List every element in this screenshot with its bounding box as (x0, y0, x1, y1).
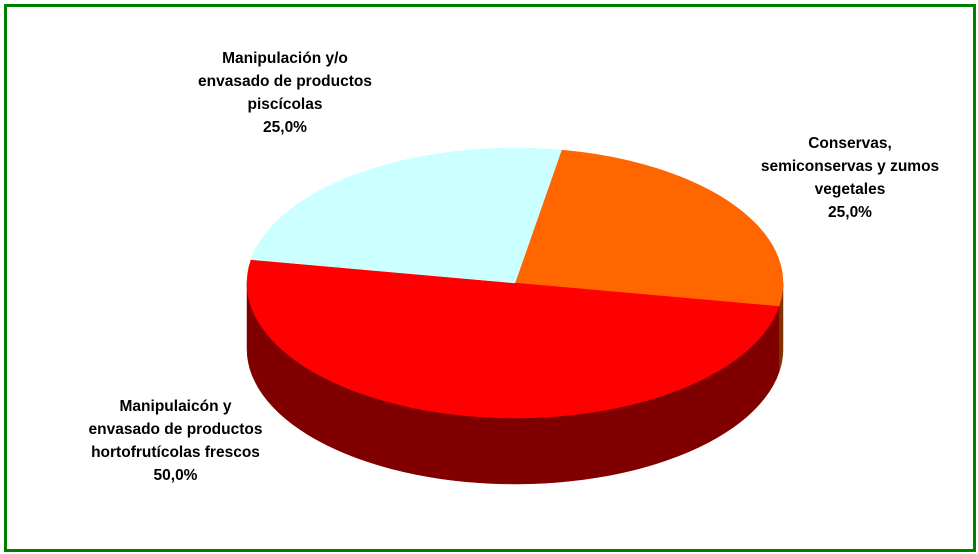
category-label: Conservas, semiconservas y zumos vegetal… (760, 135, 940, 198)
slice (250, 147, 562, 284)
slice-label: Manipulación y/o envasado de productos p… (195, 47, 375, 139)
chart-frame (4, 4, 976, 552)
slice (514, 149, 784, 307)
value-label: 25,0% (263, 119, 307, 136)
value-label: 50,0% (153, 467, 198, 484)
value-label: 25,0% (828, 204, 872, 221)
slice-label: Manipulaicón y envasado de productos hor… (88, 395, 263, 487)
category-label: Manipulación y/o envasado de productos p… (198, 50, 372, 113)
slice-label: Conservas, semiconservas y zumos vegetal… (760, 132, 940, 224)
slice (246, 259, 780, 419)
category-label: Manipulaicón y envasado de productos hor… (88, 398, 263, 461)
